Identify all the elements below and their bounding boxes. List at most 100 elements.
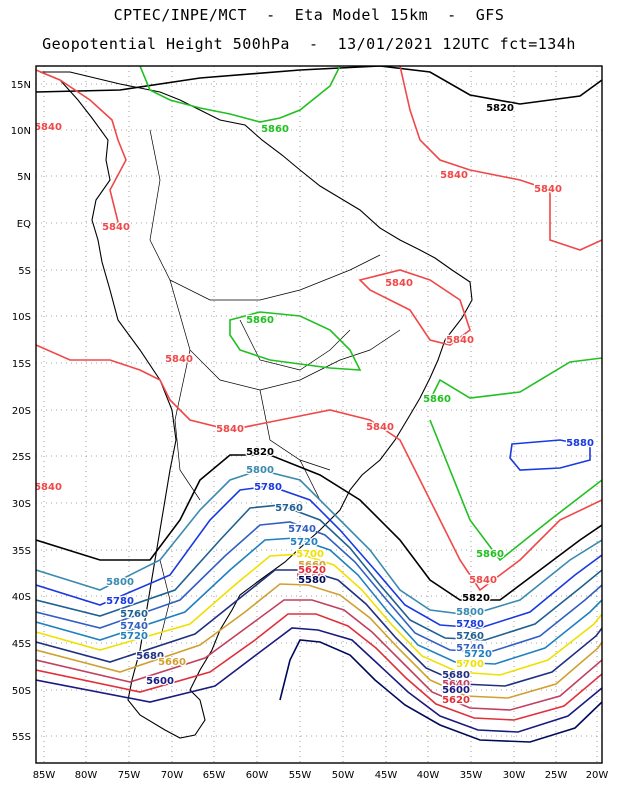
contour-label-5720: 5720 — [464, 649, 492, 660]
title-line-1: CPTEC/INPE/MCT - Eta Model 15km - GFS — [113, 6, 505, 24]
contour-label-5840: 5840 — [34, 122, 62, 133]
contour-label-5780: 5780 — [254, 482, 282, 493]
contour-label-5820: 5820 — [486, 103, 514, 114]
contour-label-5880: 5880 — [566, 438, 594, 449]
contour-label-5760: 5760 — [275, 503, 303, 514]
lon-tick-label: 20W — [586, 770, 609, 781]
contour-label-5600: 5600 — [146, 676, 174, 687]
contour-5860-north — [139, 66, 341, 123]
contour-5680 — [36, 569, 602, 687]
contour-5760 — [36, 504, 602, 641]
contour-label-5800: 5800 — [456, 607, 484, 618]
contour-label-5840: 5840 — [534, 184, 562, 195]
contour-label-5840: 5840 — [102, 222, 130, 233]
contour-5880 — [509, 439, 591, 471]
lat-tick-label: 55S — [12, 732, 31, 743]
lat-tick-label: 15N — [11, 80, 31, 91]
contour-5600 — [36, 627, 602, 733]
contour-label-5660: 5660 — [298, 560, 326, 571]
lat-tick-label: 10S — [12, 312, 31, 323]
contour-label-5760: 5760 — [456, 631, 484, 642]
contour-label-5620: 5620 — [298, 565, 326, 576]
contour-label-5700: 5700 — [296, 549, 324, 560]
lon-tick-label: 85W — [33, 770, 56, 781]
contour-5820-north — [36, 66, 602, 105]
contour-label-5840: 5840 — [385, 278, 413, 289]
contour-5740 — [36, 521, 602, 653]
contour-label-5780: 5780 — [106, 596, 134, 607]
lat-tick-label: 15S — [12, 359, 31, 370]
contour-label-5760: 5760 — [120, 609, 148, 620]
contour-label-5640: 5640 — [442, 679, 470, 690]
axis-ticks: 15N10N5NEQ5S10S15S20S25S30S35S40S45S50S5… — [11, 80, 609, 781]
contour-labels: 5820 5820 5820 5860 5860 5860 5860 5880 5840 5840… — [34, 102, 595, 708]
contour-5860-south — [429, 419, 602, 562]
lat-tick-label: 5S — [18, 266, 31, 277]
contour-label-5860: 5860 — [423, 394, 451, 405]
contour-label-5740: 5740 — [456, 643, 484, 654]
contour-5820-south — [36, 454, 602, 601]
lon-tick-label: 65W — [203, 770, 226, 781]
contour-5860-center — [229, 311, 362, 371]
lon-tick-label: 55W — [289, 770, 312, 781]
contour-label-5840: 5840 — [165, 354, 193, 365]
contour-5860-east — [429, 357, 602, 401]
lat-tick-label: 35S — [12, 546, 31, 557]
contour-5840-coast — [36, 344, 602, 592]
lat-tick-label: 45S — [12, 639, 31, 650]
contour-5640 — [36, 599, 602, 711]
contour-label-5700: 5700 — [456, 659, 484, 670]
contour-5580 — [279, 639, 602, 743]
contour-label-5860: 5860 — [476, 549, 504, 560]
contour-5660 — [36, 583, 602, 699]
lon-tick-label: 50W — [332, 770, 355, 781]
contour-label-5740: 5740 — [120, 621, 148, 632]
lon-tick-label: 75W — [118, 770, 141, 781]
contour-label-5720: 5720 — [290, 537, 318, 548]
lon-tick-label: 60W — [246, 770, 269, 781]
contour-5800 — [36, 469, 602, 616]
contour-label-5620: 5620 — [442, 695, 470, 706]
lat-tick-label: 50S — [12, 686, 31, 697]
contour-label-5820: 5820 — [246, 447, 274, 458]
lat-tick-label: 30S — [12, 499, 31, 510]
contour-label-5840: 5840 — [440, 170, 468, 181]
lon-tick-label: 70W — [161, 770, 184, 781]
lon-tick-label: 80W — [75, 770, 98, 781]
lat-tick-label: 40S — [12, 592, 31, 603]
title-line-2: Geopotential Height 500hPa - 13/01/2021 … — [42, 35, 576, 53]
graticule — [36, 66, 602, 763]
contour-label-5600: 5600 — [442, 685, 470, 696]
contour-5620 — [36, 613, 602, 721]
contour-label-5680: 5680 — [442, 670, 470, 681]
lat-tick-label: 5N — [17, 172, 31, 183]
contour-label-5740: 5740 — [288, 524, 316, 535]
contour-label-5720: 5720 — [120, 631, 148, 642]
map-frame — [35, 65, 603, 764]
lon-tick-label: 45W — [375, 770, 398, 781]
contour-label-5660: 5660 — [158, 657, 186, 668]
contour-label-5800: 5800 — [106, 577, 134, 588]
contour-5840-inner — [358, 269, 471, 346]
contour-label-5580: 5580 — [298, 575, 326, 586]
contour-label-5860: 5860 — [261, 124, 289, 135]
contour-5840-east — [399, 66, 602, 251]
lon-tick-label: 35W — [460, 770, 483, 781]
contour-label-5780: 5780 — [456, 619, 484, 630]
contour-label-5840: 5840 — [366, 422, 394, 433]
contour-label-5860: 5860 — [246, 315, 274, 326]
lat-tick-label: 10N — [11, 126, 31, 137]
contour-label-5840: 5840 — [469, 575, 497, 586]
contour-label-5840: 5840 — [34, 482, 62, 493]
contour-5700 — [36, 553, 602, 676]
lon-tick-label: 40W — [417, 770, 440, 781]
lon-tick-label: 25W — [545, 770, 568, 781]
contour-label-5680: 5680 — [136, 651, 164, 662]
contour-label-5640: 5640 — [296, 572, 324, 583]
contour-5720 — [36, 537, 602, 665]
contour-label-5820: 5820 — [462, 593, 490, 604]
contour-5780 — [36, 485, 602, 629]
contour-label-5800: 5800 — [246, 465, 274, 476]
contour-5840-north — [36, 69, 127, 231]
